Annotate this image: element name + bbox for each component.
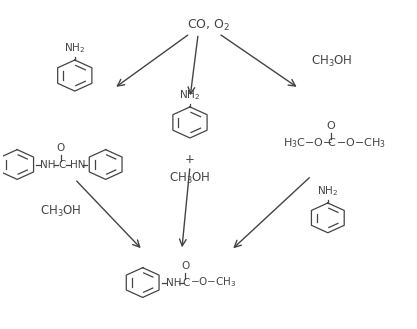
Text: +
CH$_3$OH: + CH$_3$OH (169, 153, 211, 186)
Text: NH: NH (40, 160, 56, 169)
Text: H$_3$C$-$O$-$: H$_3$C$-$O$-$ (283, 137, 332, 150)
Text: CO, O$_2$: CO, O$_2$ (187, 18, 230, 33)
Text: O: O (327, 121, 336, 131)
Text: $-$O$-$CH$_3$: $-$O$-$CH$_3$ (336, 137, 386, 150)
Text: O: O (57, 143, 65, 153)
Text: HN: HN (70, 160, 86, 169)
Text: O: O (181, 261, 190, 271)
Text: C: C (327, 139, 335, 148)
Text: $-$O$-$CH$_3$: $-$O$-$CH$_3$ (190, 276, 237, 290)
Text: C: C (183, 278, 190, 288)
Text: NH: NH (166, 278, 181, 288)
Text: NH$_2$: NH$_2$ (64, 42, 85, 56)
Text: C: C (58, 160, 65, 169)
Text: CH$_3$OH: CH$_3$OH (311, 53, 353, 68)
Text: CH$_3$OH: CH$_3$OH (40, 204, 81, 219)
Text: NH$_2$: NH$_2$ (317, 185, 338, 198)
Text: NH$_2$: NH$_2$ (179, 89, 201, 102)
